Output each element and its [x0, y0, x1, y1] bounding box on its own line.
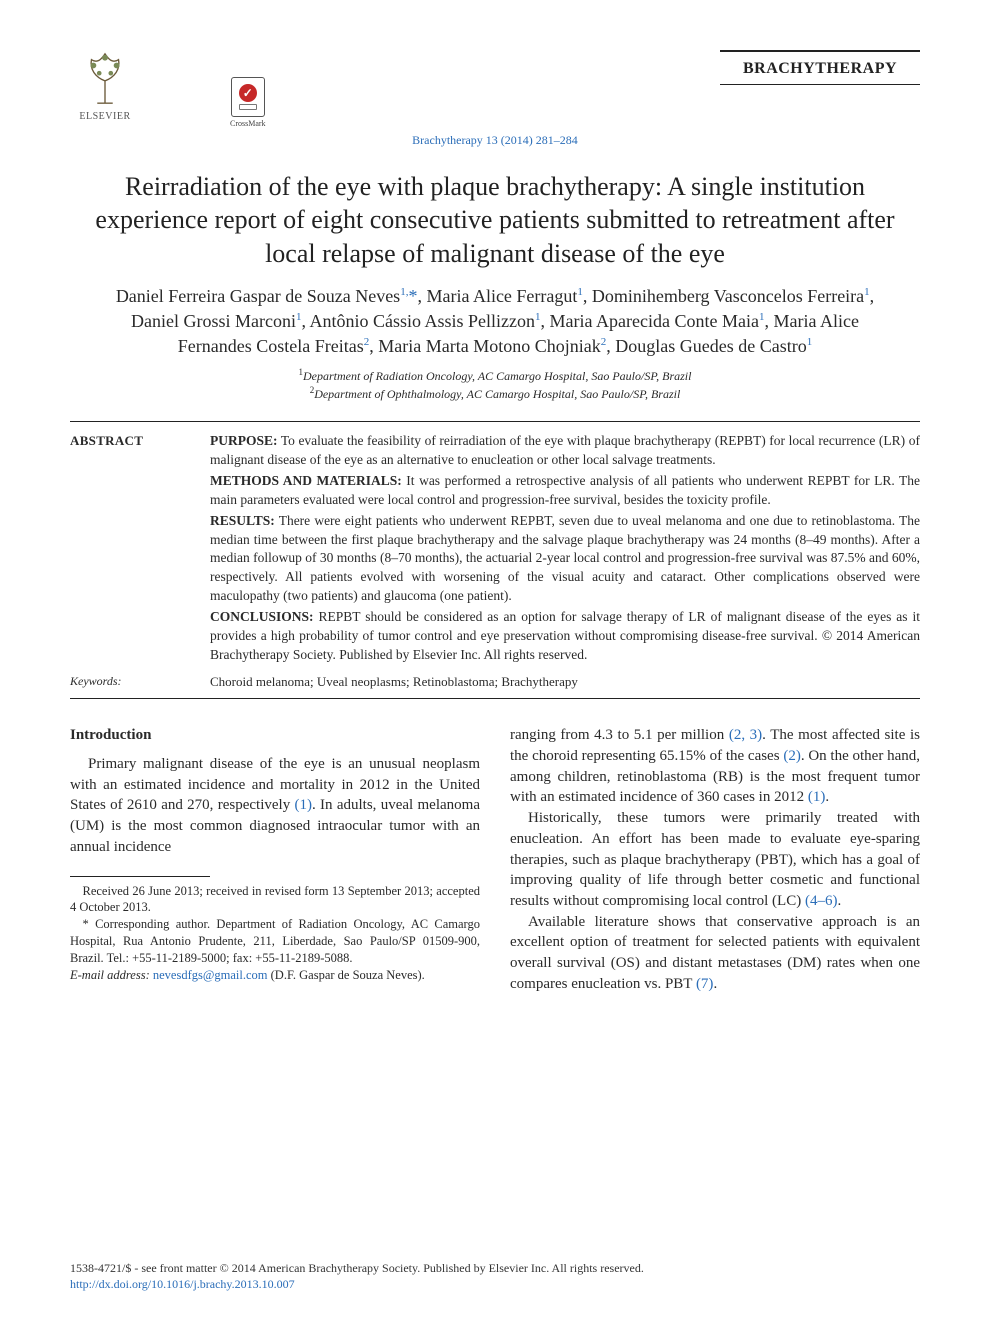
- elsevier-tree-icon: [76, 50, 134, 108]
- article-title: Reirradiation of the eye with plaque bra…: [80, 170, 910, 270]
- journal-name: BRACHYTHERAPY: [720, 50, 920, 80]
- footnote-email-tail: (D.F. Gaspar de Souza Neves).: [271, 968, 425, 982]
- keywords-row: Keywords: Choroid melanoma; Uveal neopla…: [70, 673, 920, 691]
- abstract-block: ABSTRACT PURPOSE: To evaluate the feasib…: [70, 432, 920, 667]
- rule-top: [70, 421, 920, 422]
- citation-line: Brachytherapy 13 (2014) 281–284: [70, 132, 920, 148]
- abstract-label: ABSTRACT: [70, 432, 190, 667]
- crossmark-icon: ✓: [231, 77, 265, 117]
- right-column: ranging from 4.3 to 5.1 per million (2, …: [510, 725, 920, 994]
- page-footer: 1538-4721/$ - see front matter © 2014 Am…: [70, 1260, 920, 1292]
- body-columns: Introduction Primary malignant disease o…: [70, 725, 920, 994]
- journal-badge: BRACHYTHERAPY: [720, 50, 920, 85]
- crossmark-label: CrossMark: [230, 119, 266, 130]
- elsevier-wordmark: ELSEVIER: [79, 110, 130, 124]
- keywords-text: Choroid melanoma; Uveal neoplasms; Retin…: [210, 673, 920, 691]
- footnote-email: E-mail address: nevesdfgs@gmail.com (D.F…: [70, 967, 480, 984]
- crossmark-badge[interactable]: ✓ CrossMark: [230, 77, 266, 130]
- rule-bottom: [70, 698, 920, 699]
- left-column: Introduction Primary malignant disease o…: [70, 725, 480, 994]
- footnotes: Received 26 June 2013; received in revis…: [70, 883, 480, 984]
- author-list: Daniel Ferreira Gaspar de Souza Neves1,*…: [100, 284, 890, 360]
- elsevier-logo: ELSEVIER: [70, 50, 140, 130]
- footnote-email-label: E-mail address:: [70, 968, 150, 982]
- footnote-corresponding: * Corresponding author. Department of Ra…: [70, 916, 480, 967]
- page-header: ELSEVIER ✓ CrossMark BRACHYTHERAPY: [70, 50, 920, 130]
- doi-link[interactable]: http://dx.doi.org/10.1016/j.brachy.2013.…: [70, 1276, 920, 1292]
- copyright-line: 1538-4721/$ - see front matter © 2014 Am…: [70, 1260, 920, 1276]
- keywords-label: Keywords:: [70, 673, 190, 691]
- header-left-group: ELSEVIER ✓ CrossMark: [70, 50, 266, 130]
- footnote-email-link[interactable]: nevesdfgs@gmail.com: [153, 968, 268, 982]
- footnote-separator: [70, 876, 210, 877]
- abstract-body: PURPOSE: To evaluate the feasibility of …: [210, 432, 920, 667]
- footnote-received: Received 26 June 2013; received in revis…: [70, 883, 480, 917]
- section-heading-introduction: Introduction: [70, 725, 480, 746]
- affiliations: 1Department of Radiation Oncology, AC Ca…: [70, 366, 920, 404]
